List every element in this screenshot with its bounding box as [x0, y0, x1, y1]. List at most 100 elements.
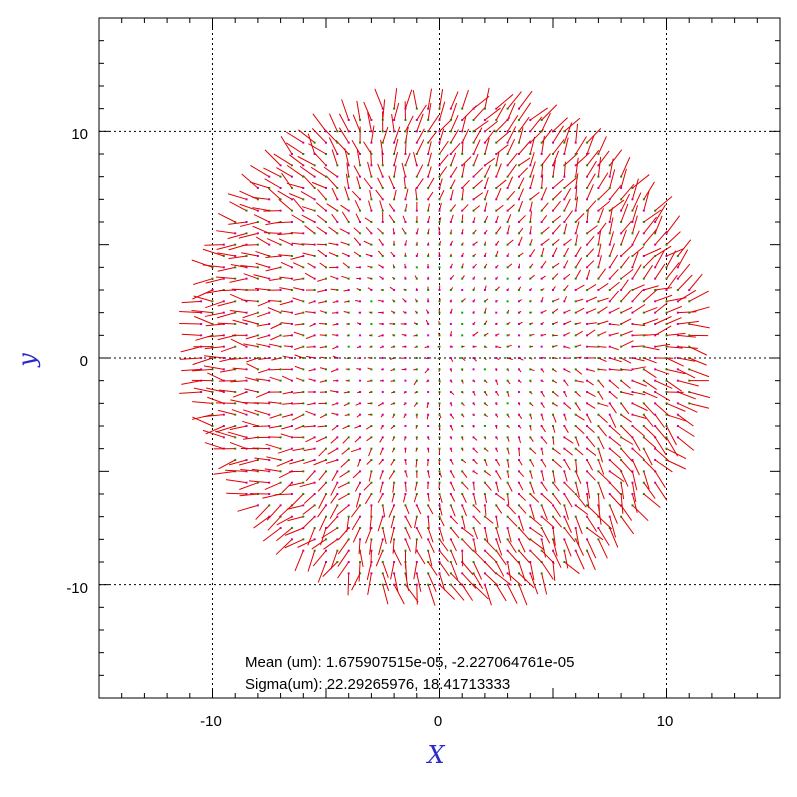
vector-arrow — [473, 573, 484, 589]
vector-arrow — [484, 107, 501, 121]
vector-arrow — [330, 288, 338, 291]
vector-arrow — [356, 288, 361, 291]
vector-arrow — [342, 436, 350, 444]
vector-arrow — [666, 357, 684, 367]
vector-arrow — [529, 211, 533, 223]
vector-arrow — [369, 346, 372, 348]
vector-arrow — [319, 516, 327, 531]
vector-arrow — [268, 343, 281, 348]
vector-arrow — [495, 322, 498, 325]
vector-arrow — [632, 230, 640, 245]
vector-arrow — [192, 401, 213, 404]
vector-arrow — [229, 425, 247, 431]
vector-arrow — [575, 221, 580, 234]
vector-marker — [359, 334, 362, 337]
vector-arrow — [427, 539, 435, 554]
vector-arrow — [586, 482, 591, 499]
vector-arrow — [404, 126, 409, 143]
vector-arrow — [353, 227, 361, 234]
vector-arrow — [215, 425, 236, 433]
vector-arrow — [316, 226, 327, 234]
vector-arrow — [292, 448, 304, 451]
vector-arrow — [598, 200, 611, 212]
vector-arrow — [252, 207, 270, 212]
vector-marker — [370, 300, 373, 303]
vector-arrow — [597, 268, 607, 279]
vector-arrow — [563, 284, 569, 291]
vector-arrow — [654, 316, 672, 325]
vector-arrow — [541, 260, 547, 268]
vector-arrow — [461, 275, 465, 279]
vector-arrow — [264, 468, 281, 472]
vector-arrow — [353, 165, 361, 177]
vector-arrow — [507, 516, 518, 527]
vector-arrow — [495, 493, 506, 501]
vector-arrow — [552, 482, 560, 492]
vector-marker — [483, 425, 486, 427]
vector-arrow — [575, 196, 579, 211]
vector-arrow — [507, 471, 510, 479]
vector-arrow — [346, 357, 349, 360]
vector-arrow — [315, 202, 327, 212]
vector-arrow — [575, 246, 582, 257]
vector-arrow — [377, 402, 383, 407]
vector-arrow — [450, 539, 457, 552]
vector-arrow — [318, 493, 327, 509]
vector-arrow — [473, 253, 477, 257]
vector-arrow — [507, 493, 510, 506]
vector-arrow — [461, 572, 477, 589]
sigma-annotation: Sigma(um): 22.29265976, 18.41713333 — [245, 676, 510, 693]
vector-arrow — [597, 437, 605, 450]
vector-arrow — [439, 118, 453, 132]
vector-arrow — [278, 238, 293, 246]
vector-arrow — [620, 471, 629, 487]
vector-arrow — [654, 448, 670, 462]
vector-arrow — [461, 188, 464, 200]
vector-arrow — [484, 298, 489, 302]
vector-arrow — [389, 527, 395, 544]
vector-arrow — [427, 550, 433, 567]
vector-arrow — [450, 129, 459, 143]
vector-arrow — [204, 355, 224, 359]
vector-arrow — [231, 409, 247, 416]
vector-arrow — [323, 538, 338, 550]
vector-marker — [381, 255, 384, 257]
vector-arrow — [529, 402, 534, 407]
vector-arrow — [609, 403, 617, 414]
vector-arrow — [229, 278, 247, 283]
vector-arrow — [238, 459, 259, 466]
vector-arrow — [552, 178, 564, 189]
vector-arrow — [280, 322, 293, 325]
vector-arrow — [228, 459, 247, 466]
vector-arrow — [666, 231, 681, 246]
vector-arrow — [265, 443, 281, 450]
vector-arrow — [363, 177, 372, 189]
vector-arrow — [495, 215, 499, 223]
vector-arrow — [552, 391, 559, 397]
vector-arrow — [242, 244, 258, 246]
vector-arrow — [301, 206, 315, 212]
vector-arrow — [529, 161, 536, 177]
vector-arrow — [609, 207, 613, 223]
vector-arrow — [207, 372, 225, 382]
vector-arrow — [258, 357, 270, 361]
vector-marker — [427, 255, 430, 257]
vector-arrow — [473, 321, 476, 325]
vector-arrow — [677, 346, 698, 349]
vector-arrow — [518, 263, 521, 268]
vector-arrow — [344, 186, 350, 200]
vector-arrow — [632, 303, 646, 314]
vector-arrow — [631, 471, 638, 491]
vector-arrow — [620, 493, 624, 514]
vector-arrow — [563, 223, 568, 234]
vector-arrow — [484, 189, 489, 200]
vector-arrow — [654, 402, 670, 417]
vector-arrow — [404, 459, 407, 466]
vector-arrow — [632, 264, 642, 279]
vector-arrow — [329, 505, 338, 519]
vector-arrow — [311, 538, 327, 550]
vector-arrow — [258, 368, 270, 374]
vector-arrow — [299, 165, 315, 178]
vector-arrow — [356, 414, 361, 418]
vector-arrow — [541, 448, 544, 456]
